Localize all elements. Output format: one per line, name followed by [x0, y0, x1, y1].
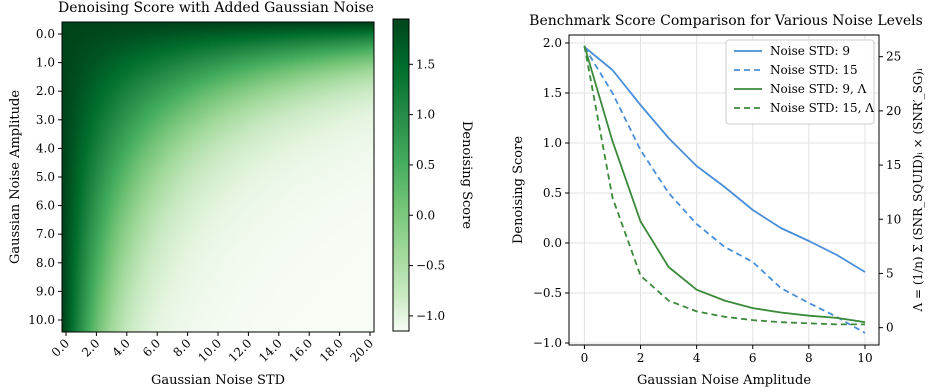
heatmap-y-ticks: 0.0 1.0 2.0 3.0 4.0 5.0 6.0 7.0 8.0 9.0 10.0 [28, 27, 62, 327]
line-chart-title: Benchmark Score Comparison for Various N… [529, 13, 923, 29]
heatmap-x-tick-label: 4.0 [110, 336, 133, 359]
colorbar-ticks: 1.5 1.0 0.5 0.0 −0.5 −1.0 [409, 57, 445, 323]
heatmap-x-tick-label: 12.0 [226, 336, 255, 365]
line-chart-x-label: Gaussian Noise Amplitude [637, 373, 811, 388]
line-chart-y2-tick-label: 20 [886, 104, 901, 118]
line-chart-y-tick-label: 0.5 [543, 186, 562, 200]
line-chart-y-tick-label: −1.0 [533, 336, 562, 350]
colorbar-tick-label: 0.0 [416, 208, 435, 222]
legend-label-0: Noise STD: 9 [770, 44, 850, 58]
line-chart-y2-label: Λ = (1/n) Σ (SNR_SQUID)ᵢ × (SNR′_SG)ᵢ [911, 68, 925, 313]
colorbar-label: Denoising Score [459, 121, 474, 229]
heatmap-x-tick-label: 14.0 [256, 336, 285, 365]
heatmap-y-tick-label: 8.0 [36, 256, 55, 270]
heatmap-y-tick-label: 4.0 [36, 141, 55, 155]
line-chart-x-tick-label: 10 [857, 351, 872, 365]
line-chart-y2-ticks: 25 20 15 10 5 0 [879, 50, 901, 335]
heatmap-y-tick-label: 2.0 [36, 84, 55, 98]
line-chart-y-label: Denoising Score [511, 136, 526, 244]
heatmap-y-tick-label: 0.0 [36, 27, 55, 41]
line-chart-y2-tick-label: 15 [886, 158, 901, 172]
heatmap-x-tick-label: 18.0 [317, 336, 346, 365]
line-chart-x-tick-label: 6 [749, 351, 757, 365]
colorbar-tick-label: −1.0 [416, 309, 445, 323]
line-chart-y-tick-label: 1.5 [543, 86, 562, 100]
line-chart-x-tick-label: 8 [805, 351, 813, 365]
heatmap-y-tick-label: 7.0 [36, 227, 55, 241]
heatmap-chart: Denoising Score with Added Gaussian Nois… [8, 0, 474, 388]
legend: Noise STD: 9 Noise STD: 15 Noise STD: 9, Λ… [725, 39, 875, 125]
line-chart-x-tick-label: 0 [581, 351, 589, 365]
colorbar-tick-label: 0.5 [416, 158, 435, 172]
line-chart-y2-tick-label: 10 [886, 212, 901, 226]
heatmap-y-tick-label: 3.0 [36, 113, 55, 127]
heatmap-x-ticks: 0.0 2.0 4.0 6.0 8.0 10.0 12.0 14.0 16.0 18.0 20.0 [49, 332, 376, 365]
series-line-0 [583, 46, 866, 273]
colorbar-tick-label: 1.0 [416, 108, 435, 122]
line-chart-series [583, 45, 866, 334]
heatmap-x-label: Gaussian Noise STD [151, 373, 285, 388]
heatmap-y-tick-label: 10.0 [28, 313, 55, 327]
line-chart-y-tick-label: 0.0 [543, 236, 562, 250]
heatmap-x-tick-label: 0.0 [49, 336, 72, 359]
heatmap-x-tick-label: 16.0 [287, 336, 316, 365]
line-chart: Benchmark Score Comparison for Various N… [511, 13, 925, 388]
line-chart-y-tick-label: 1.0 [543, 136, 562, 150]
line-chart-y-ticks: 2.0 1.5 1.0 0.5 0.0 −0.5 −1.0 [533, 36, 569, 350]
line-chart-y-tick-label: 2.0 [543, 36, 562, 50]
series-line-2 [583, 45, 866, 324]
line-chart-y2-tick-label: 5 [886, 266, 894, 280]
colorbar-tick-label: −0.5 [416, 259, 445, 273]
legend-label-3: Noise STD: 15, Λ [770, 101, 874, 115]
heatmap-y-tick-label: 9.0 [36, 284, 55, 298]
line-chart-y2-tick-label: 25 [886, 50, 901, 64]
line-chart-x-ticks: 0 2 4 6 8 10 [581, 345, 873, 365]
heatmap-x-tick-label: 10.0 [195, 336, 224, 365]
heatmap-x-tick-label: 2.0 [79, 336, 102, 359]
heatmap-image [62, 22, 374, 332]
heatmap-y-label: Gaussian Noise Amplitude [8, 90, 23, 264]
line-chart-frame [568, 34, 880, 346]
heatmap-x-tick-label: 20.0 [347, 336, 376, 365]
line-chart-y2-tick-label: 0 [886, 321, 894, 335]
legend-box [725, 39, 875, 125]
colorbar [392, 18, 410, 332]
legend-label-1: Noise STD: 15 [770, 63, 858, 77]
line-chart-x-tick-label: 4 [693, 351, 701, 365]
colorbar-tick-label: 1.5 [416, 57, 435, 71]
heatmap-y-tick-label: 6.0 [36, 199, 55, 213]
heatmap-title: Denoising Score with Added Gaussian Nois… [58, 0, 374, 16]
legend-label-2: Noise STD: 9, Λ [770, 82, 867, 96]
heatmap-x-tick-label: 8.0 [170, 336, 193, 359]
line-chart-x-tick-label: 2 [637, 351, 645, 365]
series-line-3 [583, 45, 865, 326]
line-chart-y-tick-label: −0.5 [533, 286, 562, 300]
heatmap-y-tick-label: 1.0 [36, 56, 55, 70]
heatmap-y-tick-label: 5.0 [36, 170, 55, 184]
heatmap-x-tick-label: 6.0 [140, 336, 163, 359]
